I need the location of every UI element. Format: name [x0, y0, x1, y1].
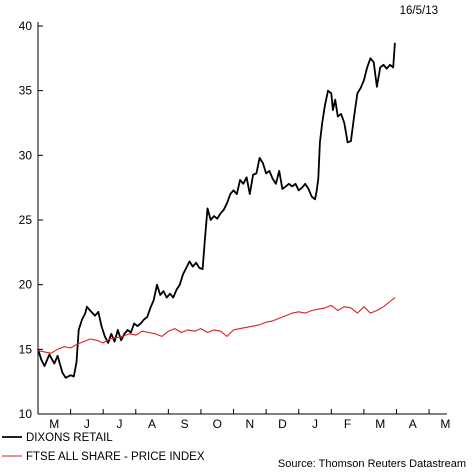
y-tick-label: 20 [19, 278, 33, 292]
x-tick-label: J [116, 417, 122, 431]
x-tick-label: J [84, 417, 90, 431]
x-tick-label: A [148, 417, 156, 431]
x-tick-label: N [245, 417, 254, 431]
y-tick-label: 35 [19, 84, 33, 98]
plot-area [37, 22, 447, 415]
x-tick-label: M [440, 417, 450, 431]
x-tick-label: S [181, 417, 189, 431]
x-tick-label: A [409, 417, 417, 431]
y-tick-label: 40 [19, 19, 33, 33]
series-line-ftse-all-share [37, 297, 396, 354]
chart-date: 16/5/13 [400, 5, 438, 17]
y-tick-label: 10 [19, 407, 33, 421]
x-tick-label: J [312, 417, 318, 431]
x-tick-label: D [278, 417, 287, 431]
series-layer [37, 42, 396, 379]
y-tick-label: 15 [19, 342, 33, 356]
legend: DIXONS RETAIL FTSE ALL SHARE - PRICE INDE… [2, 432, 205, 463]
x-tick-label: M [375, 417, 385, 431]
source-note: Source: Thomson Reuters Datastream [278, 458, 466, 470]
legend-label: FTSE ALL SHARE - PRICE INDEX [26, 451, 205, 463]
legend-label: DIXONS RETAIL [26, 432, 113, 444]
y-tick-label: 30 [19, 148, 33, 162]
y-axis: 10 15 20 25 30 35 40 [19, 19, 43, 421]
x-tick-label: F [344, 417, 351, 431]
x-tick-label: M [49, 417, 59, 431]
x-tick-label: O [213, 417, 222, 431]
y-tick-label: 25 [19, 213, 33, 227]
series-line-dixons-retail [37, 42, 396, 379]
